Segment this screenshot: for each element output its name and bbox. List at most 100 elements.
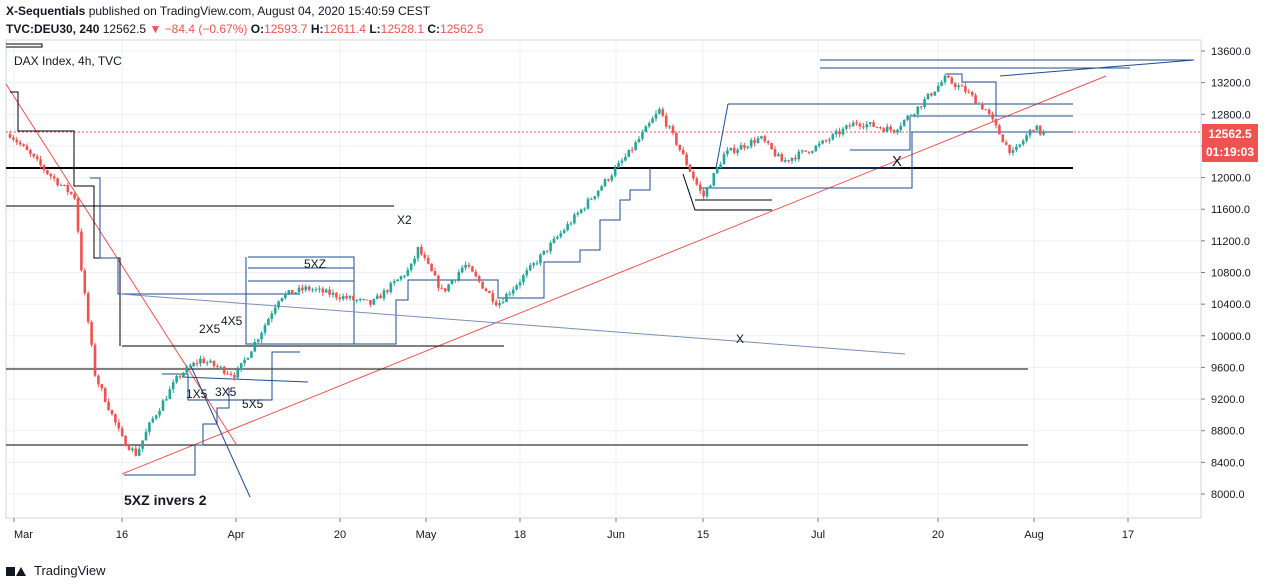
candle-body (233, 375, 236, 378)
candle-body (161, 400, 165, 411)
candle-body (460, 267, 464, 273)
candle-body (307, 286, 311, 290)
candle-body (192, 362, 195, 367)
candle-body (987, 109, 991, 114)
candle-body (542, 250, 546, 255)
candle-body (515, 285, 518, 290)
candle-body (936, 85, 940, 92)
candle-body (596, 190, 600, 197)
candle-body (301, 287, 304, 291)
tradingview-footer[interactable]: TradingView (6, 563, 106, 578)
candle-body (399, 276, 403, 280)
candle-body (600, 186, 603, 191)
candle-body (675, 132, 678, 145)
candle-body (760, 136, 763, 139)
candle-body (420, 247, 423, 255)
candle-body (712, 173, 716, 186)
candle-body (56, 178, 59, 186)
candle-body (260, 332, 263, 340)
level-line (119, 293, 906, 355)
candle-body (182, 372, 185, 377)
annotation-label: 1X5 (186, 387, 208, 401)
candle-body (144, 431, 148, 441)
candle-body (409, 263, 413, 270)
candle-body (923, 99, 926, 108)
candle-body (780, 154, 784, 162)
candle-body (501, 302, 505, 304)
candle-body (552, 238, 556, 243)
candle-body (341, 296, 345, 300)
candle-body (52, 176, 56, 179)
candle-body (505, 293, 508, 303)
x-tick-label: 20 (334, 529, 346, 541)
candle-body (960, 85, 964, 87)
candle-body (889, 126, 892, 130)
y-axis[interactable]: 8000.0 8400.0 8800.0 9200.0 9600.0 10000.0 104… (1201, 46, 1251, 501)
candle-body (1021, 140, 1025, 145)
y-tick-label: 10000.0 (1211, 331, 1251, 343)
candle-body (188, 366, 192, 368)
candle-body (756, 138, 760, 144)
candle-body (250, 351, 253, 358)
candle-body (899, 125, 903, 130)
candle-body (518, 282, 522, 286)
candle-body (8, 134, 12, 138)
candle-body (457, 272, 461, 280)
candle-body (199, 358, 202, 364)
candle-body (32, 153, 36, 157)
candle-body (821, 140, 824, 144)
candle-body (454, 279, 457, 281)
candle-body (879, 127, 882, 129)
candle-body (477, 276, 481, 282)
author-name[interactable]: X-Sequentials (6, 4, 86, 18)
candle-body (831, 134, 835, 140)
candle-body (841, 128, 845, 135)
candle-body (658, 109, 661, 114)
candle-body (83, 270, 87, 294)
candle-body (964, 86, 967, 92)
candle-body (773, 149, 777, 157)
candle-body (35, 156, 39, 160)
x-tick-label: Jul (811, 529, 825, 541)
candle-body (137, 448, 141, 456)
candle-body (940, 82, 943, 86)
x-tick-label: 16 (116, 529, 128, 541)
candle-body (800, 150, 804, 152)
candle-body (695, 178, 699, 185)
chart-title: DAX Index, 4h, TVC (14, 54, 122, 68)
candle-body (970, 92, 974, 96)
ohlc-line: TVC:DEU30, 240 12562.5 ▼ −84.4 (−0.67%) … (6, 22, 483, 36)
candle-body (114, 414, 117, 423)
candle-body (991, 113, 994, 120)
candle-body (783, 160, 787, 162)
candle-body (165, 399, 168, 401)
candle-body (379, 295, 382, 299)
candle-body (372, 299, 376, 305)
y-tick-label: 12000.0 (1211, 173, 1251, 185)
x-tick-label: Jun (607, 529, 625, 541)
y-tick-label: 9200.0 (1211, 394, 1245, 406)
candle-body (209, 360, 212, 363)
candle-body (338, 297, 342, 300)
candle-body (474, 271, 478, 277)
candle-body (559, 233, 563, 237)
candle-body (498, 302, 501, 306)
candle-body (617, 162, 620, 168)
candle-body (273, 307, 277, 314)
candle-body (930, 93, 933, 96)
candle-body (892, 129, 896, 133)
candle-body (994, 119, 998, 126)
candle-body (42, 165, 46, 171)
candle-body (647, 123, 651, 127)
candle-body (766, 141, 770, 144)
candle-body (15, 139, 19, 143)
annotation-label: 3X5 (215, 385, 237, 399)
candle-body (389, 283, 393, 293)
x-axis[interactable]: Mar 16 Apr 20 May 18 Jun 15 Jul 20 Aug 17 (13, 518, 1134, 541)
low-value: 12528.1 (380, 22, 425, 36)
candle-body (80, 231, 83, 271)
candle-body (613, 167, 617, 176)
candle-body (896, 129, 899, 133)
